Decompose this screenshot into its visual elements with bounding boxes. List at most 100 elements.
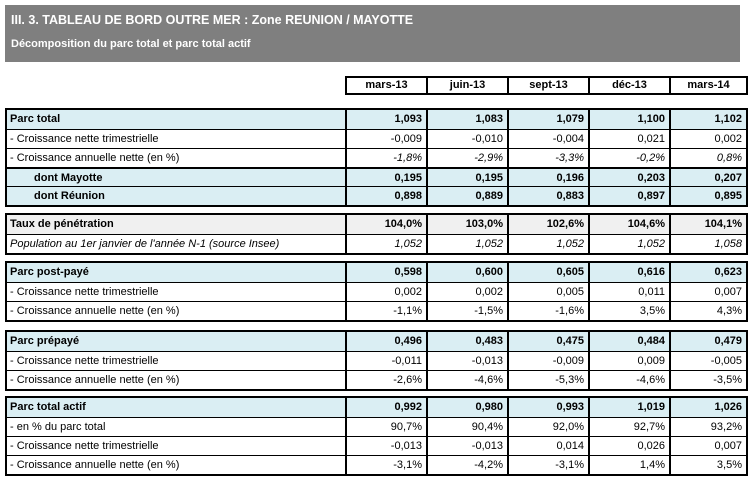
cell-value: 0,002 [345,283,426,301]
table-row: - Croissance nette trimestrielle -0,009 -0… [7,129,746,148]
cell-value: -3,1% [507,456,588,474]
cell-value: 102,6% [507,215,588,234]
cell-value: -0,011 [345,352,426,370]
column-header-spacer [5,76,345,95]
cell-value: 0,007 [669,437,746,455]
cell-value: -4,6% [588,371,669,389]
table-row: Parc post-payé 0,598 0,600 0,605 0,616 0,623 [7,263,746,282]
table-block-2: Parc post-payé 0,598 0,600 0,605 0,616 0,623 -… [5,261,748,322]
cell-value: 1,093 [345,110,426,129]
row-label: - Croissance annuelle nette (en %) [10,374,180,386]
row-label: Parc total actif [10,401,86,413]
row-label: - en % du parc total [10,421,106,433]
cell-value: -1,6% [507,302,588,320]
column-header-mars-13: mars-13 [345,76,426,95]
cell-value: -3,1% [345,456,426,474]
cell-value: 0,026 [588,437,669,455]
table-row: - Croissance nette trimestrielle 0,002 0,0… [7,282,746,301]
column-header-juin-13: juin-13 [426,76,507,95]
cell-value: -4,6% [426,371,507,389]
cell-value: -1,5% [426,302,507,320]
cell-value: 0,203 [588,169,669,186]
cell-value: 0,002 [669,130,746,148]
column-header-sept-13: sept-13 [507,76,588,95]
cell-value: -5,3% [507,371,588,389]
cell-value: -0,2% [588,149,669,167]
column-header-row: mars-13 juin-13 sept-13 déc-13 mars-14 [5,76,752,95]
cell-value: 0,605 [507,263,588,282]
cell-value: 0,207 [669,169,746,186]
report-title: III. 3. TABLEAU DE BORD OUTRE MER : Zone… [11,13,414,27]
cell-value: 0,496 [345,332,426,351]
cell-value: 4,3% [669,302,746,320]
table-row: - en % du parc total 90,7% 90,4% 92,0% 92,7%… [7,417,746,436]
row-label: - Croissance annuelle nette (en %) [10,305,180,317]
cell-value: 0,195 [426,169,507,186]
table-row: Parc total actif 0,992 0,980 0,993 1,019 1,02… [7,398,746,417]
table-row: - Croissance annuelle nette (en %) -1,8% -… [7,148,746,167]
row-label: - Croissance nette trimestrielle [10,355,159,367]
table-row: Population au 1er janvier de l'année N-1… [7,234,746,253]
cell-value: 0,598 [345,263,426,282]
table-row: - Croissance nette trimestrielle -0,013 -0… [7,436,746,455]
cell-value: 92,7% [588,418,669,436]
cell-value: 0,475 [507,332,588,351]
cell-value: -0,013 [426,437,507,455]
cell-value: 0,993 [507,398,588,417]
cell-value: 0,897 [588,187,669,205]
cell-value: 0,992 [345,398,426,417]
cell-value: 0,196 [507,169,588,186]
cell-value: 0,002 [426,283,507,301]
table-row: - Croissance annuelle nette (en %) -2,6% -… [7,370,746,389]
table-row: - Croissance annuelle nette (en %) -3,1% -… [7,455,746,474]
cell-value: -0,013 [426,352,507,370]
cell-value: 0,8% [669,149,746,167]
cell-value: 104,6% [588,215,669,234]
cell-value: 0,021 [588,130,669,148]
cell-value: 103,0% [426,215,507,234]
cell-value: 0,980 [426,398,507,417]
cell-value: 0,889 [426,187,507,205]
cell-value: 0,009 [588,352,669,370]
table-row: dont Réunion 0,898 0,889 0,883 0,897 0,895 [7,186,746,205]
table-block-3: Parc prépayé 0,496 0,483 0,475 0,484 0,479 - C… [5,330,748,391]
cell-value: 0,195 [345,169,426,186]
table-block-0: Parc total 1,093 1,083 1,079 1,100 1,102 - Cro… [5,108,748,207]
cell-value: 0,014 [507,437,588,455]
cell-value: 1,026 [669,398,746,417]
row-label: Parc post-payé [10,266,89,278]
row-label: dont Mayotte [34,172,103,184]
cell-value: -0,005 [669,352,746,370]
cell-value: 0,883 [507,187,588,205]
cell-value: 104,1% [669,215,746,234]
cell-value: 0,011 [588,283,669,301]
row-label: - Croissance annuelle nette (en %) [10,152,180,164]
cell-value: 104,0% [345,215,426,234]
dashboard-table: Parc total 1,093 1,083 1,079 1,100 1,102 - Cro… [5,108,752,476]
cell-value: -2,6% [345,371,426,389]
cell-value: -3,5% [669,371,746,389]
row-label: Taux de pénétration [10,218,114,230]
row-label: Population au 1er janvier de l'année N-1… [10,238,280,250]
cell-value: 1,102 [669,110,746,129]
cell-value: -2,9% [426,149,507,167]
table-row: Parc total 1,093 1,083 1,079 1,100 1,102 [7,110,746,129]
cell-value: 1,4% [588,456,669,474]
column-header-mars-14: mars-14 [669,76,748,95]
cell-value: 0,616 [588,263,669,282]
cell-value: -4,2% [426,456,507,474]
cell-value: 0,623 [669,263,746,282]
cell-value: 0,007 [669,283,746,301]
cell-value: 1,100 [588,110,669,129]
cell-value: 1,058 [669,235,746,253]
table-row: dont Mayotte 0,195 0,195 0,196 0,203 0,207 [7,167,746,186]
cell-value: -0,013 [345,437,426,455]
cell-value: -0,004 [507,130,588,148]
row-label: - Croissance nette trimestrielle [10,440,159,452]
column-header-déc-13: déc-13 [588,76,669,95]
cell-value: 93,2% [669,418,746,436]
cell-value: 0,898 [345,187,426,205]
cell-value: 1,052 [588,235,669,253]
cell-value: 0,005 [507,283,588,301]
row-label: Parc total [10,113,61,125]
